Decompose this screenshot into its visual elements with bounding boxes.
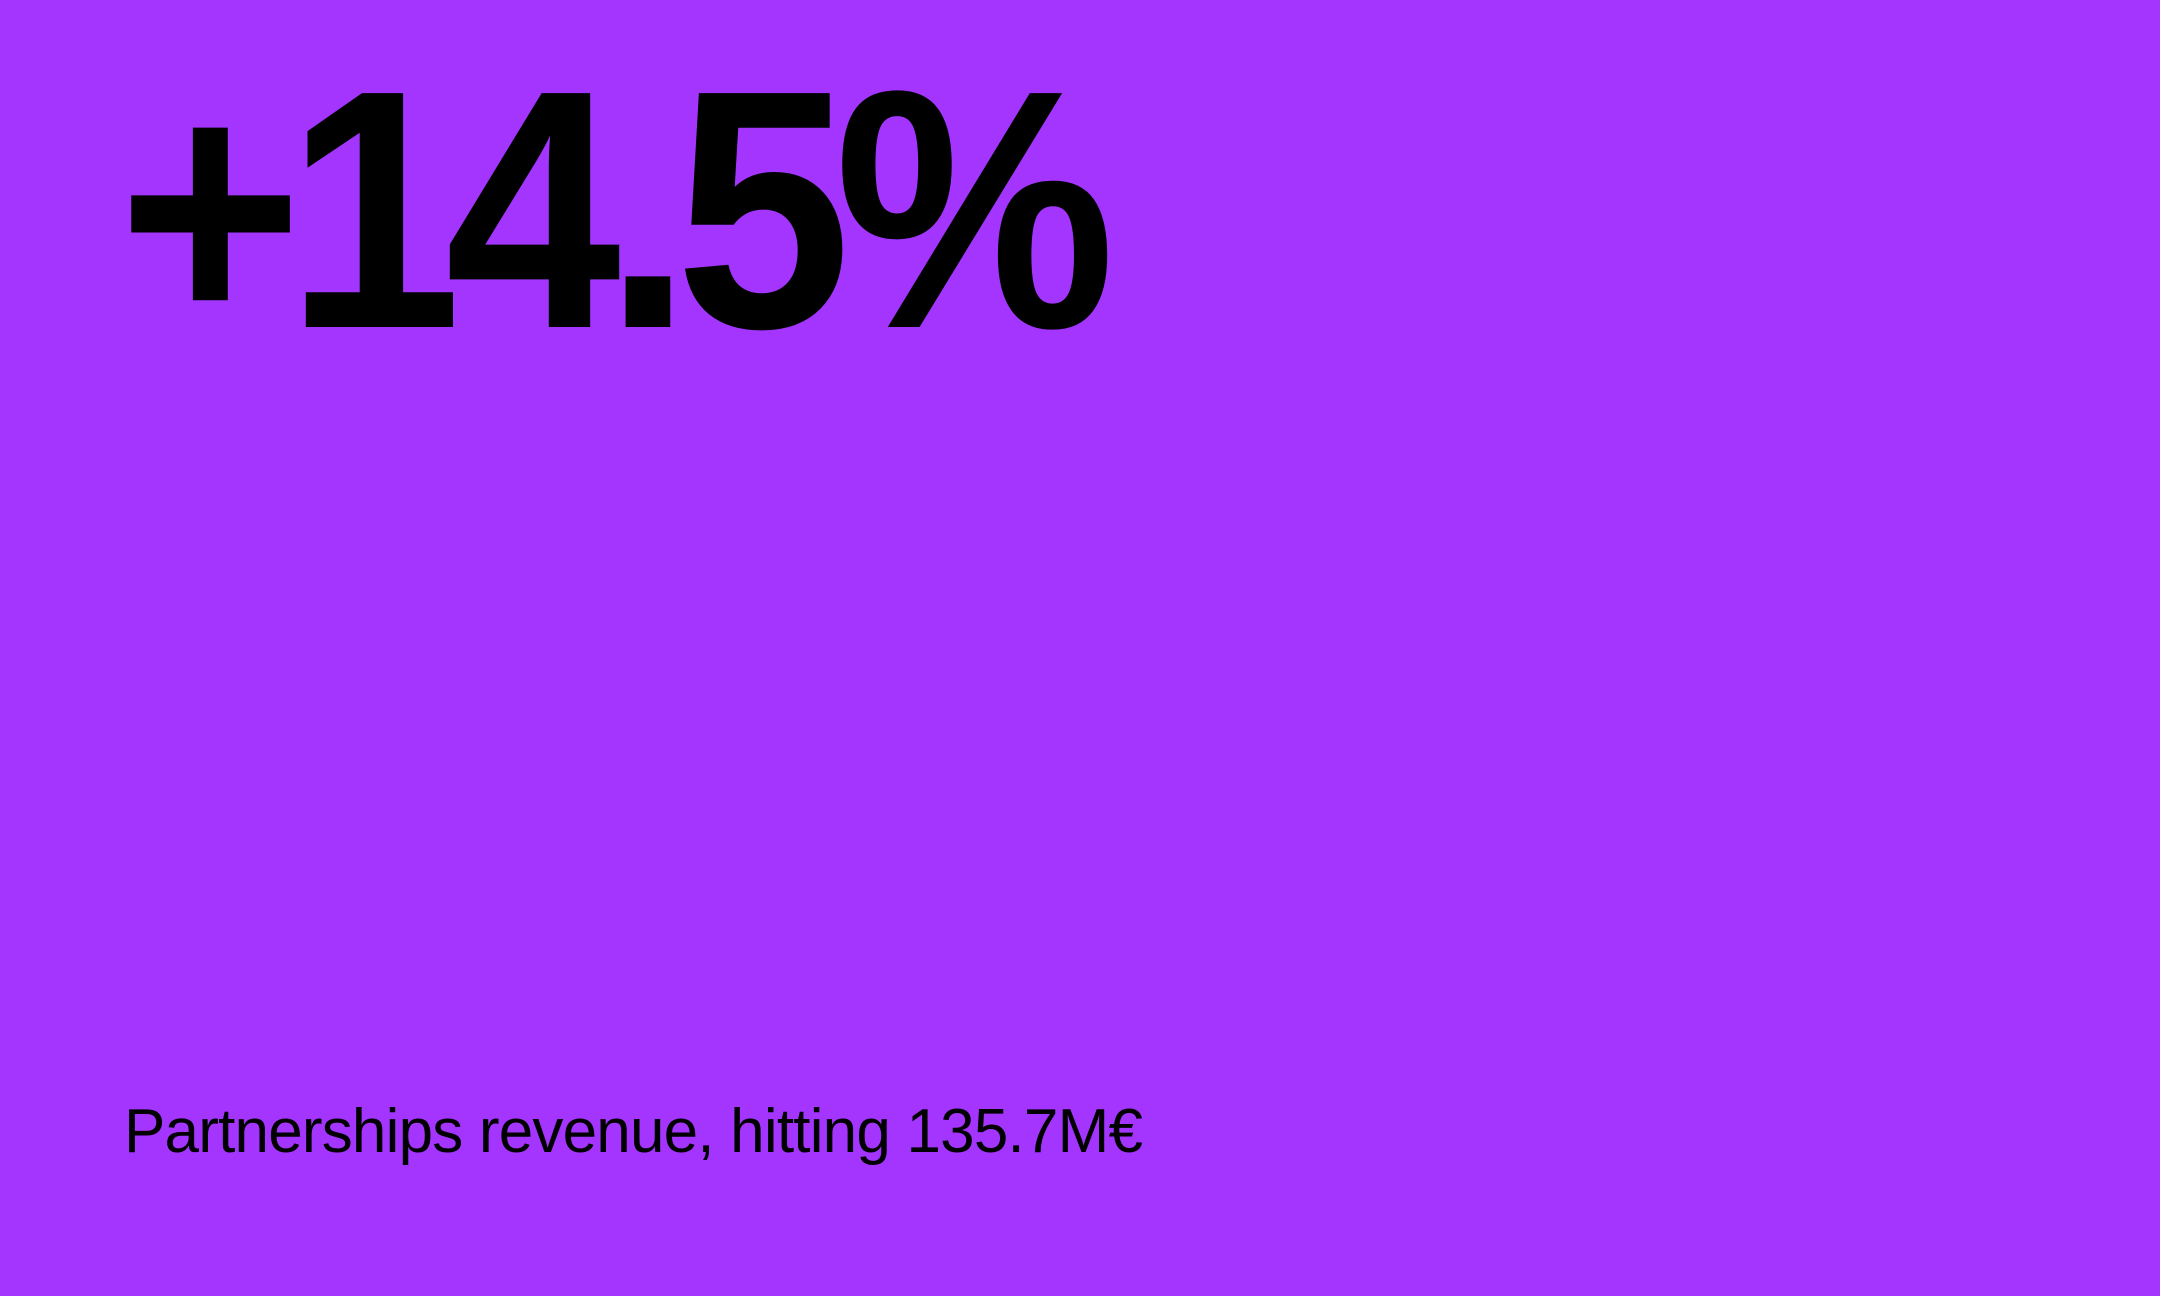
stat-caption-block: Partnerships revenue, hitting 135.7M€ [124,1096,1143,1167]
stat-value-block: +14.5% [118,40,1173,380]
stat-caption: Partnerships revenue, hitting 135.7M€ [124,1097,1143,1166]
stat-value: +14.5% [118,20,1116,400]
